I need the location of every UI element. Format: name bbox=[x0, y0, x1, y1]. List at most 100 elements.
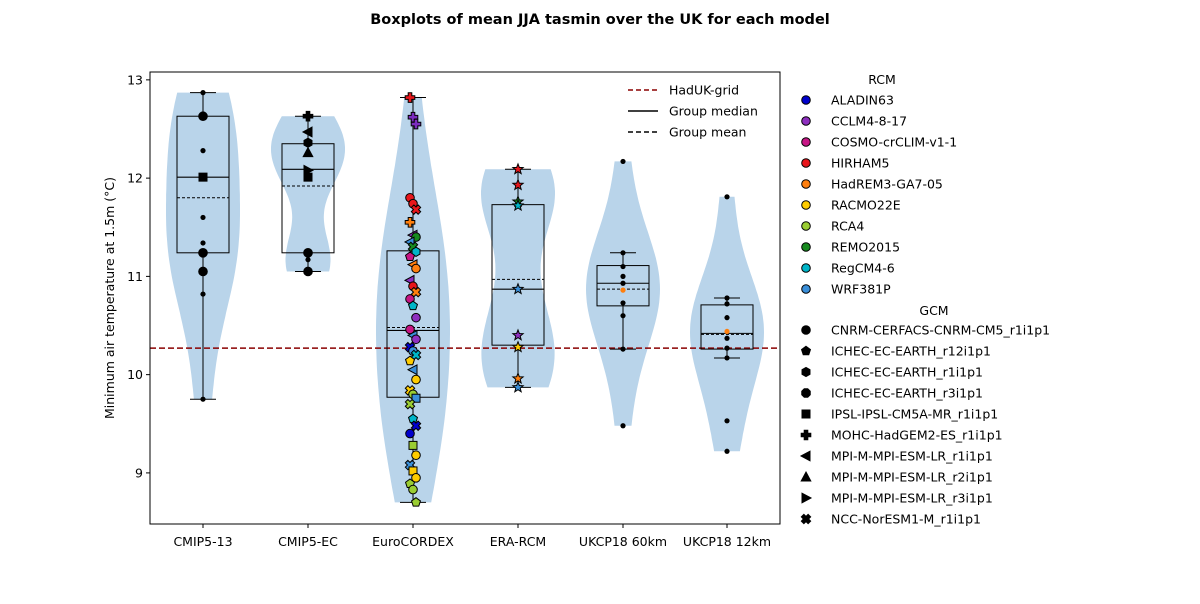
point-5-3 bbox=[724, 315, 730, 321]
point-0-4 bbox=[198, 172, 208, 182]
gcm-legend-label-1: ICHEC-EC-EARTH_r12i1p1 bbox=[831, 344, 991, 359]
x-tick-label-0: CMIP5-13 bbox=[173, 534, 232, 549]
violin-4 bbox=[586, 161, 660, 426]
rcm-legend-marker-1 bbox=[801, 116, 811, 126]
gcm-legend-marker-7 bbox=[800, 470, 812, 482]
point-1-7 bbox=[305, 257, 311, 263]
rcm-legend-label-2: COSMO-crCLIM-v1-1 bbox=[831, 135, 957, 150]
point-2-5-shape bbox=[410, 204, 422, 215]
gcm-legend-marker-8 bbox=[801, 492, 813, 504]
gcm-legend-label-7: MPI-M-MPI-ESM-LR_r2i1p1 bbox=[831, 470, 993, 485]
rcm-legend-marker-3 bbox=[801, 158, 811, 168]
point-1-5 bbox=[303, 172, 313, 182]
point-4-3 bbox=[620, 273, 626, 279]
point-0-9 bbox=[200, 291, 206, 297]
legend-reference-label: HadUK-grid bbox=[669, 83, 739, 98]
rcm-legend-label-5: RACMO22E bbox=[831, 198, 901, 213]
gcm-legend-marker-2 bbox=[801, 366, 811, 378]
point-3-8 bbox=[511, 380, 525, 393]
x-tick-label-2: EuroCORDEX bbox=[372, 534, 454, 549]
gcm-legend-label-3: ICHEC-EC-EARTH_r3i1p1 bbox=[831, 386, 983, 401]
point-2-35 bbox=[410, 420, 422, 432]
point-3-1 bbox=[511, 178, 525, 191]
rcm-legend-marker-6 bbox=[801, 221, 811, 231]
point-1-1 bbox=[301, 126, 313, 138]
point-5-5 bbox=[724, 335, 730, 341]
point-0-3 bbox=[200, 148, 206, 154]
point-2-0 bbox=[404, 92, 416, 103]
violin-1 bbox=[271, 116, 345, 272]
rcm-legend-marker-2 bbox=[801, 137, 811, 147]
point-5-8 bbox=[724, 418, 730, 424]
point-2-37 bbox=[408, 440, 418, 450]
x-tick-label-1: CMIP5-EC bbox=[278, 534, 338, 549]
point-5-7 bbox=[724, 355, 730, 361]
point-3-6 bbox=[511, 340, 525, 353]
point-4-8 bbox=[620, 346, 626, 352]
point-2-6 bbox=[404, 217, 416, 228]
point-5-9 bbox=[724, 448, 730, 454]
y-tick-label-0: 9 bbox=[135, 465, 143, 480]
point-3-0 bbox=[511, 162, 525, 175]
point-3-3 bbox=[511, 198, 525, 212]
y-tick-label-2: 11 bbox=[127, 269, 143, 284]
rcm-legend-label-4: HadREM3-GA7-05 bbox=[831, 177, 943, 192]
point-2-29 bbox=[411, 374, 421, 385]
point-2-23 bbox=[411, 334, 421, 345]
point-2-20 bbox=[411, 312, 421, 323]
gcm-legend-label-5: MOHC-HadGEM2-ES_r1i1p1 bbox=[831, 428, 1003, 443]
gcm-legend-label-6: MPI-M-MPI-ESM-LR_r1i1p1 bbox=[831, 449, 993, 464]
point-0-10 bbox=[200, 396, 206, 402]
x-tick-label-3: ERA-RCM bbox=[490, 534, 546, 549]
gcm-legend-title: GCM bbox=[919, 303, 948, 318]
x-tick-label-4: UKCP18 60km bbox=[579, 534, 667, 549]
gcm-legend-marker-6 bbox=[799, 450, 811, 462]
point-2-19 bbox=[407, 300, 419, 311]
rcm-legend-label-6: RCA4 bbox=[831, 219, 864, 234]
violin-3 bbox=[481, 169, 555, 388]
legend-median-label: Group median bbox=[669, 104, 758, 119]
rcm-legend-marker-5 bbox=[801, 200, 811, 210]
point-2-32 bbox=[411, 393, 421, 403]
rcm-legend-label-3: HIRHAM5 bbox=[831, 156, 889, 171]
gcm-legend-marker-9 bbox=[800, 513, 812, 525]
gcm-legend-label-9: NCC-NorESM1-M_r1i1p1 bbox=[831, 512, 981, 527]
rcm-legend-marker-8 bbox=[801, 263, 811, 273]
point-2-2 bbox=[410, 118, 422, 130]
point-2-35-shape bbox=[410, 420, 422, 432]
point-4-5 bbox=[620, 287, 626, 293]
legend-mean-label: Group mean bbox=[669, 125, 746, 140]
point-4-2 bbox=[620, 263, 626, 270]
y-tick-label-1: 10 bbox=[127, 367, 143, 382]
point-2-28 bbox=[406, 364, 418, 376]
point-2-11 bbox=[411, 246, 421, 257]
rcm-legend-marker-7 bbox=[801, 242, 811, 252]
point-2-36 bbox=[405, 428, 415, 439]
rcm-legend-label-0: ALADIN63 bbox=[831, 93, 894, 108]
point-1-2 bbox=[303, 137, 313, 148]
point-0-7 bbox=[198, 248, 208, 258]
violin-0 bbox=[166, 92, 240, 400]
point-2-14 bbox=[411, 263, 421, 274]
gcm-legend-label-2: ICHEC-EC-EARTH_r1i1p1 bbox=[831, 365, 983, 380]
rcm-legend-label-9: WRF381P bbox=[831, 282, 891, 297]
point-2-27 bbox=[404, 355, 416, 366]
rcm-legend-label-8: RegCM4-6 bbox=[831, 261, 895, 276]
plot-area: 9 10 11 12 13 CMIP5-13 CMIP5-EC EuroCORDEX ERA-R… bbox=[127, 71, 781, 549]
point-1-6 bbox=[303, 248, 313, 258]
gcm-legend-label-0: CNRM-CERFACS-CNRM-CM5_r1i1p1 bbox=[831, 323, 1050, 338]
point-3-5 bbox=[511, 328, 525, 341]
legends: RCM ALADIN63 CCLM4-8-17 COSMO-crCLIM-v1-1 HI… bbox=[799, 72, 1050, 527]
point-2-43 bbox=[408, 484, 418, 495]
point-0-5 bbox=[200, 214, 206, 221]
point-5-4 bbox=[724, 328, 730, 335]
point-4-9 bbox=[620, 423, 626, 429]
gcm-legend-marker-3 bbox=[801, 388, 811, 398]
gcm-legend-marker-5 bbox=[800, 429, 812, 441]
point-2-44 bbox=[410, 497, 422, 507]
rcm-legend-label-7: REMO2015 bbox=[831, 240, 900, 255]
gcm-legend-marker-4 bbox=[801, 409, 811, 419]
chart-title: Boxplots of mean JJA tasmin over the UK … bbox=[370, 12, 830, 28]
